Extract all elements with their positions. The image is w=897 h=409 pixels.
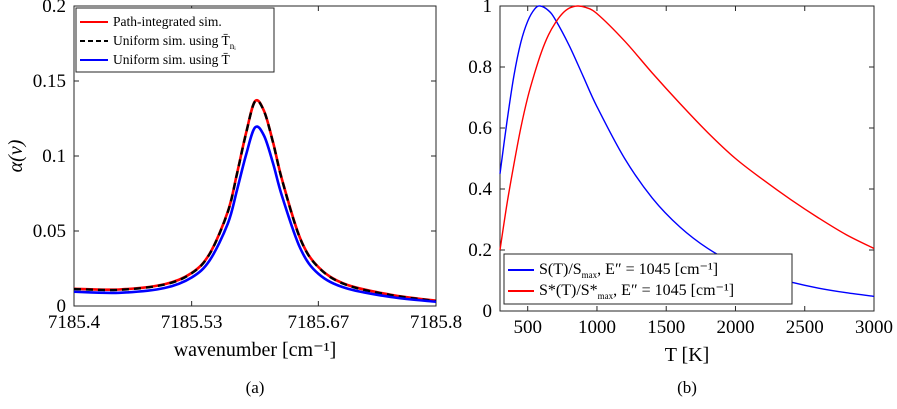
legend-label: Uniform sim. using T̄ bbox=[113, 52, 231, 67]
series-line bbox=[499, 5, 875, 298]
legend-a: Path-integrated sim. Uniform sim. using T… bbox=[75, 7, 275, 73]
x-axis-label: T [K] bbox=[665, 344, 710, 366]
x-tick-label: 2500 bbox=[786, 317, 824, 338]
y-tick-label: 0 bbox=[483, 301, 493, 322]
y-tick-label: 0.1 bbox=[42, 146, 66, 167]
x-tick-label: 500 bbox=[513, 317, 542, 338]
y-tick-label: 0.2 bbox=[468, 240, 492, 261]
x-tick-label: 7185.67 bbox=[287, 312, 349, 333]
y-tick-label: 0.05 bbox=[33, 221, 66, 242]
legend-label-main: S(T)/S bbox=[539, 261, 582, 278]
legend-label-sub: max bbox=[598, 291, 614, 301]
series-line bbox=[499, 5, 875, 251]
y-tick-label: 1 bbox=[483, 0, 493, 17]
panel-caption: (a) bbox=[246, 378, 265, 397]
x-tick-label: 7185.53 bbox=[161, 312, 223, 333]
legend-label-main: S*(T)/S* bbox=[539, 282, 598, 299]
series-line bbox=[73, 98, 437, 303]
legend-label-main: Uniform sim. using T̄ bbox=[113, 52, 231, 67]
legend-box bbox=[503, 253, 793, 305]
x-tick-label: 1500 bbox=[647, 317, 685, 338]
legend-label: S*(T)/S*max, E″ = 1045 [cm⁻¹] bbox=[539, 282, 734, 301]
y-tick-label: 0.6 bbox=[468, 118, 492, 139]
x-tick-label: 3000 bbox=[855, 317, 893, 338]
legend-box bbox=[75, 7, 275, 73]
legend-label: Path-integrated sim. bbox=[113, 14, 222, 29]
legend-label-sub: max bbox=[582, 270, 598, 280]
x-tick-label: 7185.4 bbox=[48, 312, 101, 333]
legend-label-sub: nᵢ bbox=[230, 41, 237, 51]
y-tick-label: 0.4 bbox=[468, 179, 492, 200]
x-tick-label: 1000 bbox=[578, 317, 616, 338]
x-tick-label: 2000 bbox=[716, 317, 754, 338]
legend-label-rest: , E″ = 1045 [cm⁻¹] bbox=[597, 261, 718, 278]
y-axis-label: α(ν) bbox=[5, 139, 27, 172]
y-tick-label: 0 bbox=[57, 296, 67, 317]
x-tick-label: 7185.8 bbox=[410, 312, 462, 333]
panel-b: 500 1000 1500 2000 2500 3000 0 0.2 0.4 0.6 0.8 1 T [… bbox=[468, 0, 893, 397]
panel-caption: (b) bbox=[677, 378, 697, 397]
x-axis-label: wavenumber [cm⁻¹] bbox=[174, 339, 337, 361]
legend-label-main: Path-integrated sim. bbox=[113, 14, 222, 29]
plot-area-frame bbox=[499, 5, 875, 312]
legend-label-rest: , E″ = 1045 [cm⁻¹] bbox=[613, 282, 734, 299]
series-line bbox=[73, 99, 437, 303]
legend-label-main: Uniform sim. using T̄ bbox=[113, 33, 231, 48]
y-tick-label: 0.15 bbox=[33, 71, 66, 92]
legend-label: S(T)/Smax, E″ = 1045 [cm⁻¹] bbox=[539, 261, 718, 280]
legend-label: Uniform sim. using T̄nᵢ bbox=[113, 33, 236, 51]
legend-b: S(T)/Smax, E″ = 1045 [cm⁻¹]S*(T)/S*max, … bbox=[503, 253, 793, 305]
y-tick-label: 0.8 bbox=[468, 57, 492, 78]
series-line bbox=[73, 125, 437, 304]
y-tick-label: 0.2 bbox=[42, 0, 66, 17]
panel-a: 7185.4 7185.53 7185.67 7185.8 0 0.05 0.1 0.15 0.… bbox=[5, 0, 462, 397]
